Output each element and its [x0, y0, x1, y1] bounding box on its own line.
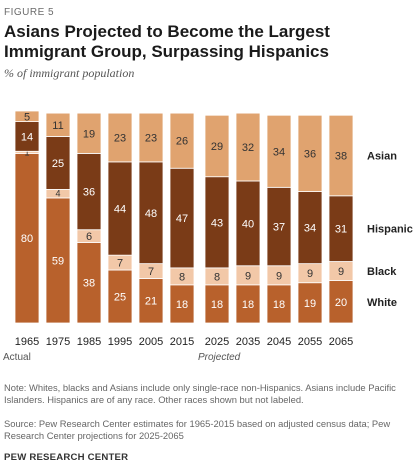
data-label-white-2015: 18 — [176, 299, 188, 311]
data-label-black-1985: 6 — [86, 231, 92, 243]
bar-hispanic-1975 — [45, 136, 71, 190]
bar-asian-1965 — [14, 110, 40, 123]
data-label-hispanic-2005: 48 — [145, 208, 157, 220]
x-tick-label-2065: 2065 — [329, 336, 353, 348]
data-label-hispanic-1985: 36 — [83, 187, 95, 199]
legend-white: White — [367, 297, 397, 309]
bar-hispanic-1995 — [107, 161, 133, 256]
data-label-asian-2015: 26 — [176, 136, 188, 148]
x-tick-label-2025: 2025 — [205, 336, 229, 348]
data-label-asian-1985: 19 — [83, 128, 95, 140]
data-label-white-2035: 18 — [242, 299, 254, 311]
data-label-hispanic-2025: 43 — [211, 217, 223, 229]
data-label-black-1995: 7 — [117, 258, 123, 270]
chart-subtitle: % of immigrant population — [4, 66, 135, 80]
data-label-black-2045: 9 — [276, 270, 282, 282]
data-label-white-2005: 21 — [145, 296, 157, 308]
bar-hispanic-2025 — [204, 176, 230, 269]
x-tick-label-2055: 2055 — [298, 336, 322, 348]
bar-white-1985 — [76, 242, 102, 324]
data-label-black-1975: 4 — [55, 189, 60, 199]
data-label-asian-1965: 5 — [24, 111, 30, 123]
data-label-white-1965: 80 — [21, 233, 33, 245]
data-label-asian-2065: 38 — [335, 151, 347, 163]
data-label-asian-2025: 29 — [211, 141, 223, 153]
data-label-hispanic-1995: 44 — [114, 204, 126, 216]
data-label-hispanic-2065: 31 — [335, 224, 347, 236]
bar-asian-1995 — [107, 112, 133, 163]
bar-white-2005 — [138, 278, 164, 324]
bar-asian-2045 — [266, 114, 292, 188]
data-label-black-2055: 9 — [307, 268, 313, 280]
data-label-black-2025: 8 — [214, 271, 220, 283]
bar-white-1975 — [45, 197, 71, 324]
data-label-hispanic-2035: 40 — [242, 218, 254, 230]
bar-asian-2015 — [169, 112, 195, 169]
data-label-white-2055: 19 — [304, 298, 316, 310]
data-label-black-2005: 7 — [148, 266, 154, 278]
data-label-asian-2005: 23 — [145, 133, 157, 145]
chart-title: Asians Projected to Become the Largest I… — [4, 22, 330, 61]
data-label-black-2065: 9 — [338, 266, 344, 278]
bar-asian-1975 — [45, 112, 71, 137]
data-label-black-1965: 1 — [24, 147, 29, 157]
data-label-asian-2045: 34 — [273, 146, 285, 158]
x-tick-label-1965: 1965 — [15, 336, 39, 348]
bar-hispanic-2045 — [266, 186, 292, 267]
data-label-white-1985: 38 — [83, 278, 95, 290]
bar-white-2045 — [266, 284, 292, 324]
bar-white-1965 — [14, 153, 40, 324]
bar-white-2055 — [297, 282, 323, 324]
data-label-hispanic-2045: 37 — [273, 222, 285, 234]
data-label-white-2025: 18 — [211, 299, 223, 311]
bar-white-2015 — [169, 284, 195, 324]
x-tick-label-1995: 1995 — [108, 336, 132, 348]
data-label-asian-2055: 36 — [304, 148, 316, 160]
bar-asian-2065 — [328, 114, 354, 197]
data-label-white-2045: 18 — [273, 299, 285, 311]
data-label-asian-1975: 11 — [52, 120, 63, 132]
x-tick-label-2045: 2045 — [267, 336, 291, 348]
x-tick-label-2015: 2015 — [170, 336, 194, 348]
bar-asian-1985 — [76, 112, 102, 154]
data-label-hispanic-2015: 47 — [176, 213, 188, 225]
bar-hispanic-2035 — [235, 180, 261, 267]
bar-hispanic-1985 — [76, 153, 102, 231]
publisher-credit: PEW RESEARCH CENTER — [4, 452, 129, 463]
data-label-white-1975: 59 — [52, 255, 64, 267]
bar-asian-2005 — [138, 112, 164, 163]
figure-label: FIGURE 5 — [4, 7, 55, 18]
bar-asian-2025 — [204, 114, 230, 178]
data-label-hispanic-2055: 34 — [304, 223, 316, 235]
stacked-bar-chart: 80 1 14 5 1965 59 4 25 11 1975 38 6 36 19 1985 25 7 44 23 1… — [3, 110, 413, 363]
legend-black: Black — [367, 266, 397, 278]
chart-note: Note: Whites, blacks and Asians include … — [4, 382, 396, 405]
bar-hispanic-2055 — [297, 191, 323, 265]
data-label-black-2015: 8 — [179, 271, 185, 283]
data-label-asian-1995: 23 — [114, 133, 126, 145]
group-label-actual: Actual — [3, 352, 31, 363]
x-tick-label-1985: 1985 — [77, 336, 101, 348]
bar-hispanic-2065 — [328, 195, 354, 262]
bar-white-1995 — [107, 269, 133, 324]
legend-asian: Asian — [367, 151, 397, 163]
x-tick-label-2035: 2035 — [236, 336, 260, 348]
bar-hispanic-2015 — [169, 167, 195, 269]
data-label-white-2065: 20 — [335, 297, 347, 309]
data-label-hispanic-1965: 14 — [21, 131, 33, 143]
data-label-white-1995: 25 — [114, 292, 126, 304]
data-label-asian-2035: 32 — [242, 142, 254, 154]
x-tick-label-1975: 1975 — [46, 336, 70, 348]
legend-hispanic: Hispanic — [367, 224, 413, 236]
bar-hispanic-2005 — [138, 161, 164, 265]
group-label-projected: Projected — [198, 352, 241, 363]
x-tick-label-2005: 2005 — [139, 336, 163, 348]
bar-asian-2035 — [235, 112, 261, 182]
data-label-black-2035: 9 — [245, 270, 251, 282]
chart-source: Source: Pew Research Center estimates fo… — [4, 418, 391, 441]
bar-asian-2055 — [297, 114, 323, 192]
data-label-hispanic-1975: 25 — [52, 158, 64, 170]
